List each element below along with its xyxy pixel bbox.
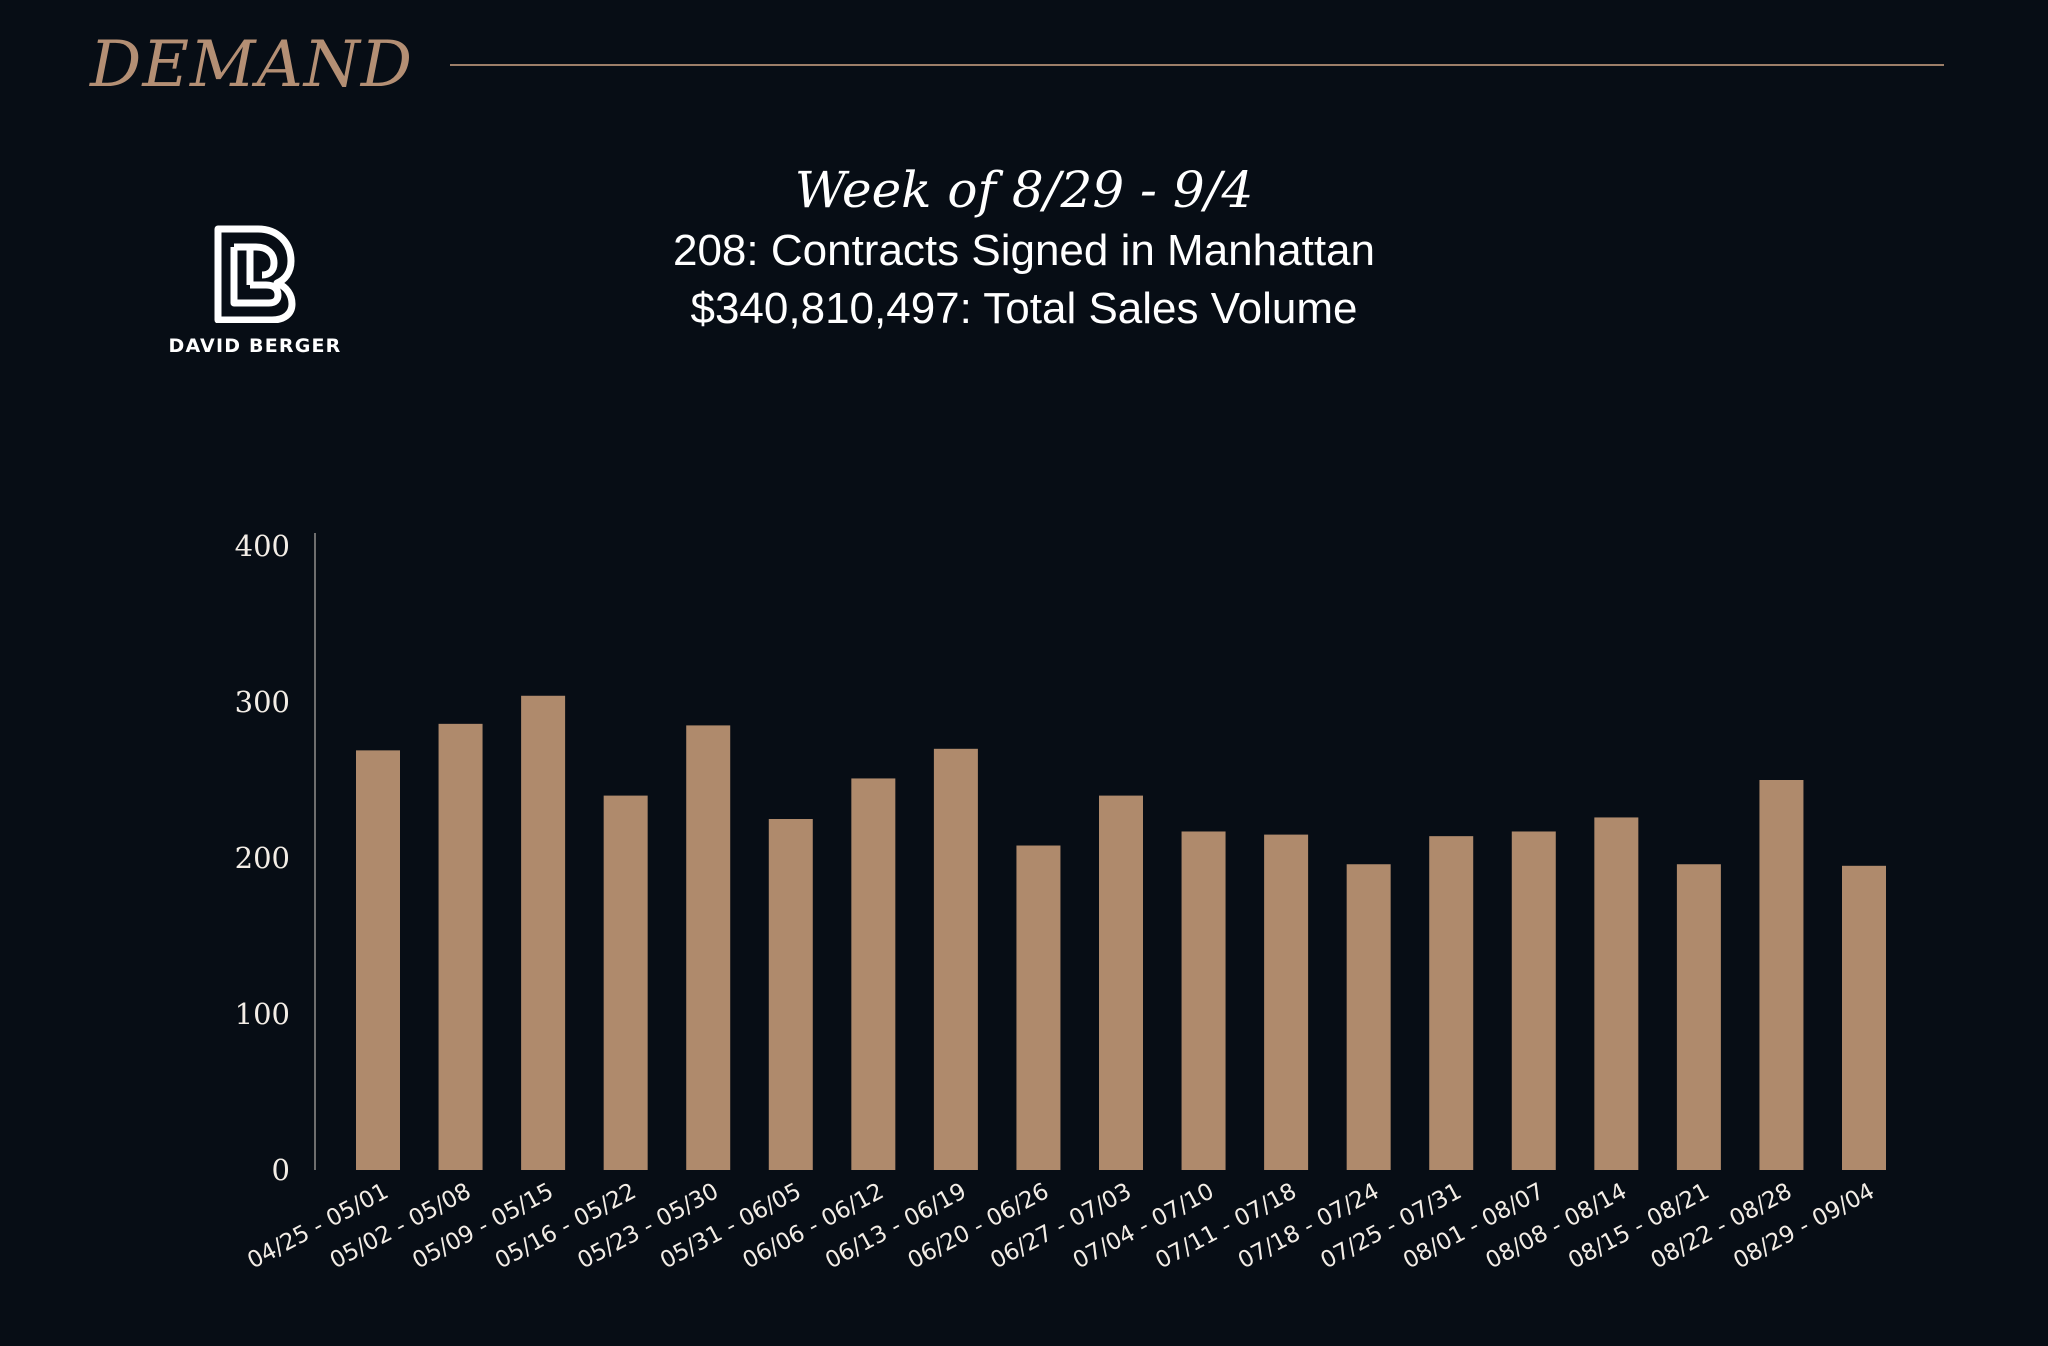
x-tick-label: 08/15 - 08/21 (1564, 1178, 1714, 1274)
x-tick-label: 08/22 - 08/28 (1647, 1178, 1797, 1274)
total-sales-volume: $340,810,497: Total Sales Volume (690, 284, 1358, 333)
x-tick-label: 07/18 - 07/24 (1234, 1178, 1384, 1274)
bars (356, 695, 1886, 1170)
y-tick-label: 0 (272, 1153, 290, 1187)
y-tick-label: 400 (235, 529, 290, 563)
y-tick-label: 100 (235, 997, 290, 1031)
x-tick-label: 07/25 - 07/31 (1317, 1178, 1467, 1274)
headline: Week of 8/29 - 9/4 208: Contracts Signed… (0, 158, 2048, 338)
x-tick-label: 08/01 - 08/07 (1399, 1178, 1549, 1274)
x-tick-label: 05/31 - 06/05 (656, 1178, 806, 1274)
db-monogram-icon (214, 225, 296, 323)
bar (438, 723, 483, 1170)
contracts-signed: 208: Contracts Signed in Manhattan (672, 226, 1375, 275)
x-tick-label: 05/09 - 05/15 (408, 1178, 558, 1274)
x-tick-label: 05/02 - 05/08 (326, 1178, 476, 1274)
bar (1016, 845, 1061, 1170)
x-tick-label: 08/29 - 09/04 (1729, 1178, 1879, 1274)
x-tick-label: 08/08 - 08/14 (1482, 1178, 1632, 1274)
logo-brand-name: DAVID BERGER (168, 335, 342, 357)
x-tick-label: 06/20 - 06/26 (904, 1178, 1054, 1274)
bar (1264, 834, 1309, 1170)
header-divider (450, 64, 1944, 66)
bar (1099, 795, 1143, 1170)
week-title: Week of 8/29 - 9/4 (794, 161, 1254, 219)
y-tick-label: 300 (235, 685, 290, 719)
bar (1594, 817, 1639, 1170)
bar (1676, 864, 1721, 1170)
x-tick-label: 06/13 - 06/19 (821, 1178, 971, 1274)
y-axis-ticks: 400 300 200 100 0 (235, 529, 290, 1187)
x-tick-label: 06/27 - 07/03 (986, 1178, 1136, 1274)
bar (603, 795, 648, 1170)
bar (521, 695, 566, 1170)
bar (356, 750, 400, 1170)
bar (1842, 865, 1886, 1170)
x-tick-label: 07/11 - 07/18 (1151, 1178, 1301, 1274)
y-tick-label: 200 (235, 841, 290, 875)
bar (851, 778, 896, 1170)
x-tick-label: 07/04 - 07/10 (1069, 1178, 1219, 1274)
x-tick-label: 04/25 - 05/01 (243, 1178, 393, 1274)
x-tick-label: 05/23 - 05/30 (574, 1178, 724, 1274)
x-tick-label: 05/16 - 05/22 (491, 1178, 641, 1274)
bar (768, 819, 813, 1170)
bar (933, 748, 978, 1170)
logo: DAVID BERGER (160, 225, 350, 357)
x-tick-label: 06/06 - 06/12 (739, 1178, 889, 1274)
bar (686, 725, 731, 1170)
bar (1429, 836, 1474, 1170)
section-title: DEMAND (90, 28, 414, 102)
bar (1759, 780, 1804, 1170)
bar (1181, 831, 1226, 1170)
bar (1511, 831, 1556, 1170)
bar (1346, 864, 1391, 1170)
